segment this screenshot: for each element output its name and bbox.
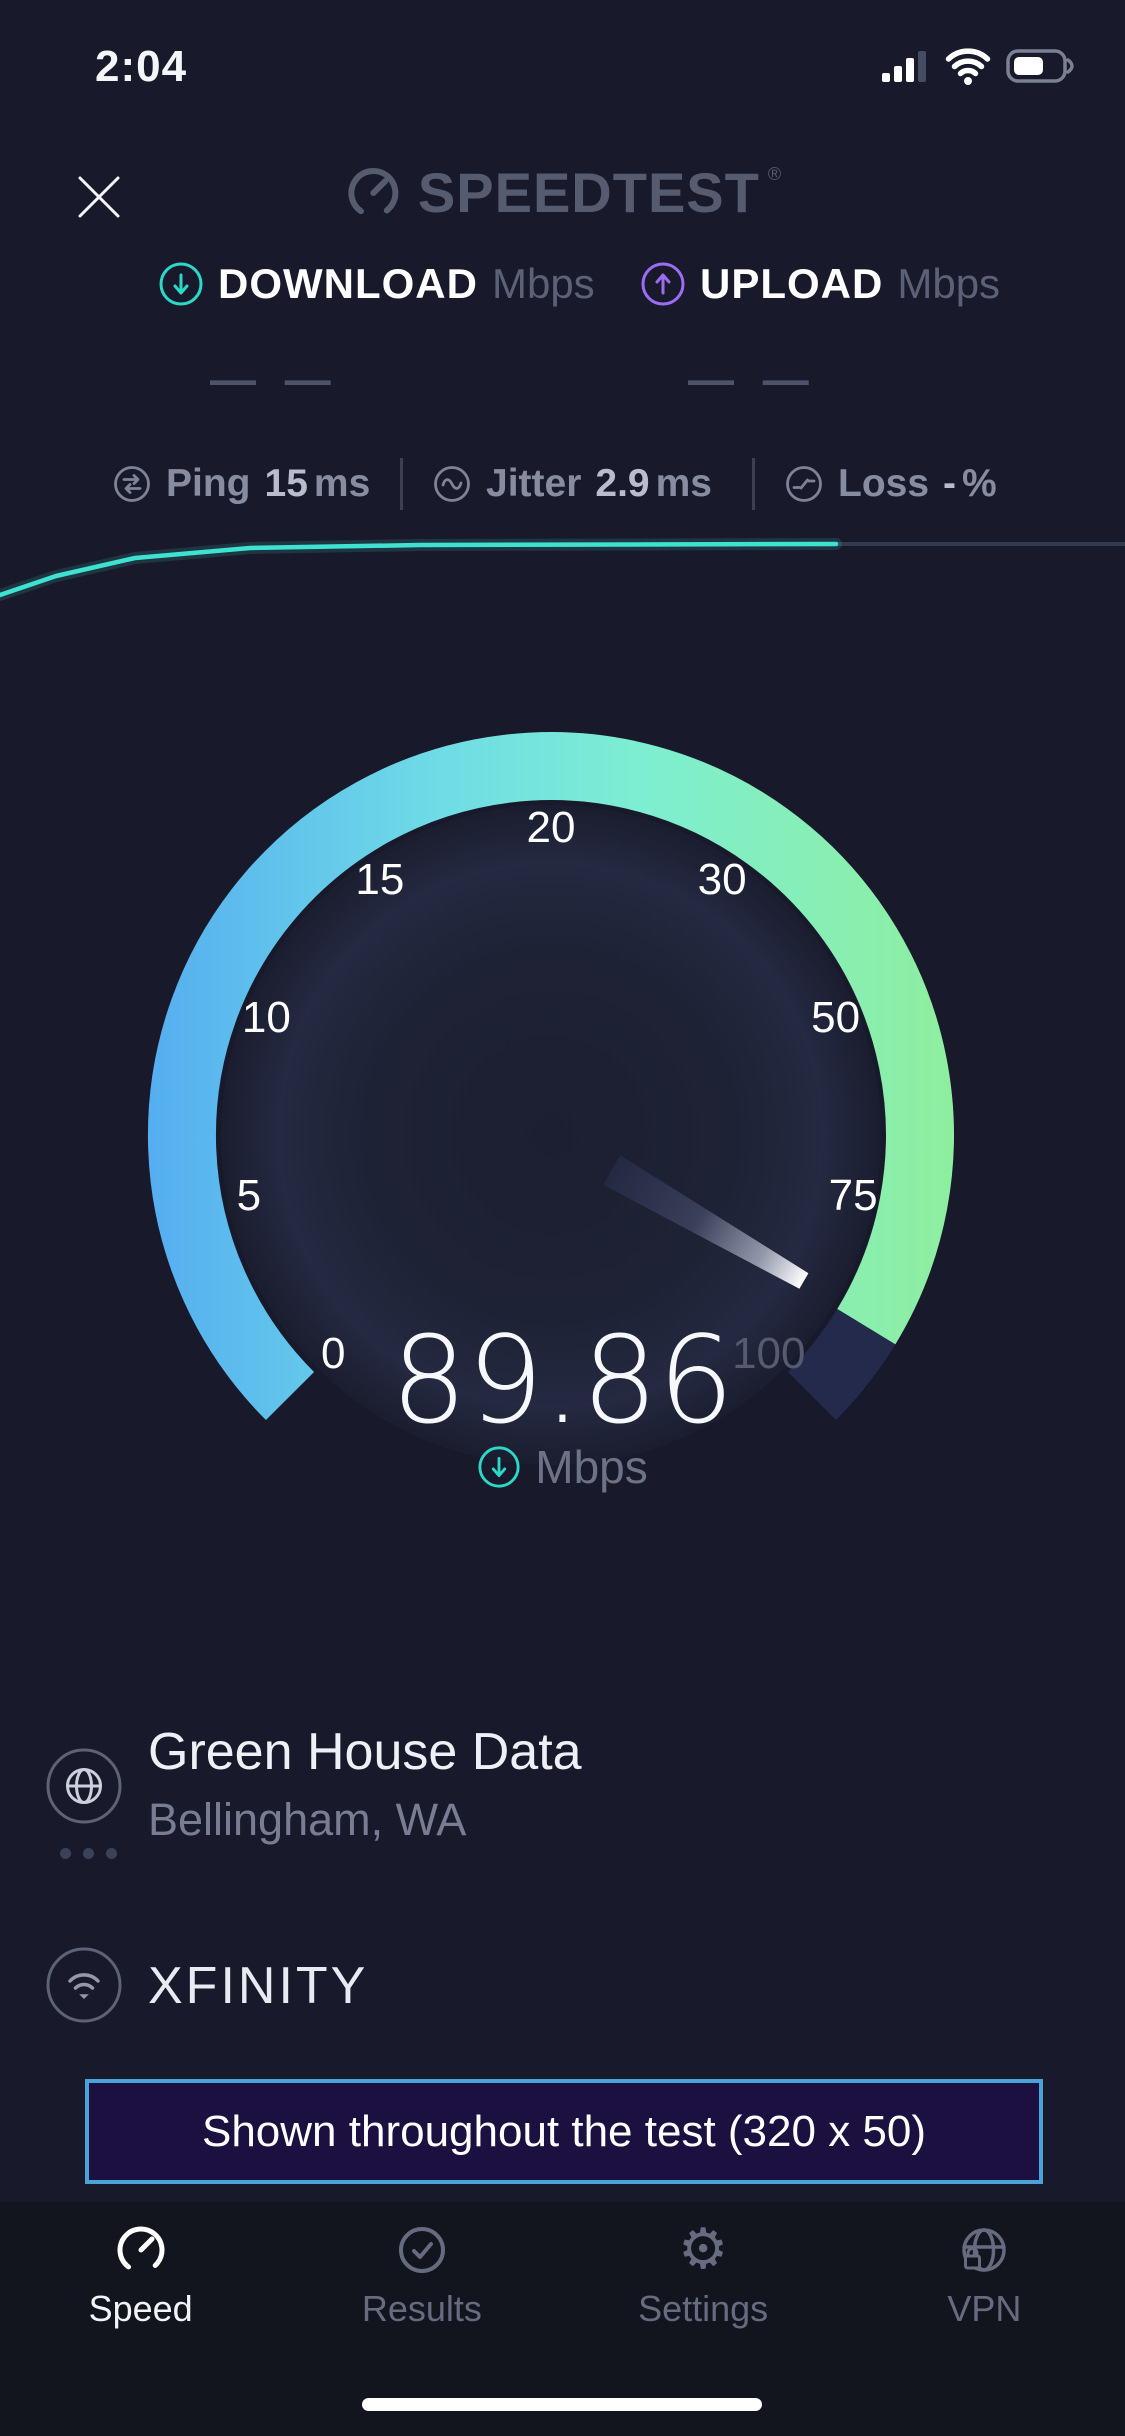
upload-label: UPLOAD xyxy=(700,260,884,307)
jitter-unit: ms xyxy=(655,462,712,505)
ping-value: 15 xyxy=(264,462,308,505)
loss-label: Loss xyxy=(838,462,930,505)
loss-unit: % xyxy=(962,462,997,505)
svg-text:5: 5 xyxy=(237,1171,261,1220)
status-icons xyxy=(882,48,1074,85)
speedometer-icon xyxy=(117,2226,165,2274)
cellular-signal-icon xyxy=(882,51,926,82)
gauge-remaining-arc xyxy=(787,1308,896,1420)
svg-text:50: 50 xyxy=(811,993,860,1042)
isp-name: XFINITY xyxy=(148,1957,369,2015)
jitter-label: Jitter xyxy=(486,462,582,505)
ad-banner[interactable]: Shown throughout the test (320 x 50) xyxy=(85,2079,1043,2184)
download-metric: DOWNLOAD Mbps xyxy=(158,256,595,312)
upload-arrow-icon xyxy=(641,262,685,306)
throughput-sparkline xyxy=(0,538,1125,601)
speedtest-gauge-logo-icon xyxy=(347,167,398,218)
vpn-globe-lock-icon xyxy=(962,2228,1007,2272)
server-options-dots[interactable] xyxy=(60,1848,117,1859)
tab-settings-label: Settings xyxy=(638,2288,769,2329)
download-unit: Mbps xyxy=(491,260,595,307)
ping-unit: ms xyxy=(313,462,371,505)
ping-label: Ping xyxy=(166,462,251,505)
download-label: DOWNLOAD xyxy=(218,260,478,307)
current-speed-unit-row: Mbps xyxy=(0,1440,1125,1494)
tab-bar: Speed Results ⚙ Settings VPN xyxy=(0,2202,1125,2436)
jitter-stat: Jitter 2.9 ms xyxy=(432,456,712,512)
tab-settings[interactable]: ⚙ Settings xyxy=(563,2202,844,2436)
gauge-tick-labels: 0 5 10 15 20 30 50 75 100 xyxy=(237,803,878,1378)
speed-gauge: 0 5 10 15 20 30 50 75 100 xyxy=(147,732,954,1465)
current-speed-value: 89.86 xyxy=(390,1312,735,1451)
results-check-icon xyxy=(398,2227,445,2273)
ping-stat: Ping 15 ms xyxy=(112,456,370,512)
server-name: Green House Data xyxy=(148,1723,582,1781)
svg-text:75: 75 xyxy=(829,1171,878,1220)
loss-stat: Loss - % xyxy=(784,456,997,512)
download-arrow-icon xyxy=(159,262,203,306)
svg-text:100: 100 xyxy=(732,1329,805,1378)
svg-text:20: 20 xyxy=(527,803,576,852)
upload-value-placeholder: — — xyxy=(688,353,817,405)
jitter-icon xyxy=(434,466,470,502)
jitter-value: 2.9 xyxy=(595,462,650,505)
stat-divider xyxy=(400,458,403,510)
server-globe-icon xyxy=(46,1748,122,1824)
svg-text:10: 10 xyxy=(242,993,291,1042)
current-speed-unit: Mbps xyxy=(535,1441,648,1493)
loss-value: - xyxy=(943,462,957,505)
registered-mark: ® xyxy=(767,164,782,184)
speedtest-logo: SPEEDTEST ® xyxy=(344,160,781,225)
tab-vpn-label: VPN xyxy=(947,2288,1022,2329)
upload-metric: UPLOAD Mbps xyxy=(640,256,1000,312)
svg-text:30: 30 xyxy=(698,855,747,904)
battery-icon xyxy=(1006,49,1074,83)
svg-text:15: 15 xyxy=(355,855,404,904)
wifi-icon xyxy=(945,48,991,85)
logo-wordmark: SPEEDTEST xyxy=(417,161,760,224)
download-arrow-icon xyxy=(478,1446,520,1488)
gauge-progress-arc xyxy=(147,732,954,1420)
ping-icon xyxy=(114,466,150,502)
tab-speed-label: Speed xyxy=(88,2288,193,2329)
upload-unit: Mbps xyxy=(897,260,1001,307)
gear-icon: ⚙ xyxy=(678,2217,729,2282)
gauge-needle xyxy=(603,1155,809,1289)
close-button[interactable] xyxy=(72,170,126,224)
isp-wifi-icon xyxy=(46,1947,122,2023)
ad-banner-text: Shown throughout the test (320 x 50) xyxy=(201,2106,927,2156)
server-location: Bellingham, WA xyxy=(148,1794,467,1845)
tab-speed[interactable]: Speed xyxy=(0,2202,281,2436)
tab-results-label: Results xyxy=(361,2288,482,2329)
home-indicator[interactable] xyxy=(362,2398,762,2411)
gauge-inner-disc xyxy=(221,805,881,1465)
tab-vpn[interactable]: VPN xyxy=(844,2202,1125,2436)
download-value-placeholder: — — xyxy=(210,353,339,405)
packet-loss-icon xyxy=(786,466,822,502)
stat-divider xyxy=(752,458,755,510)
status-time: 2:04 xyxy=(95,42,188,91)
app-header: SPEEDTEST ® xyxy=(0,160,1125,240)
svg-text:0: 0 xyxy=(321,1329,345,1378)
tab-results[interactable]: Results xyxy=(281,2202,562,2436)
